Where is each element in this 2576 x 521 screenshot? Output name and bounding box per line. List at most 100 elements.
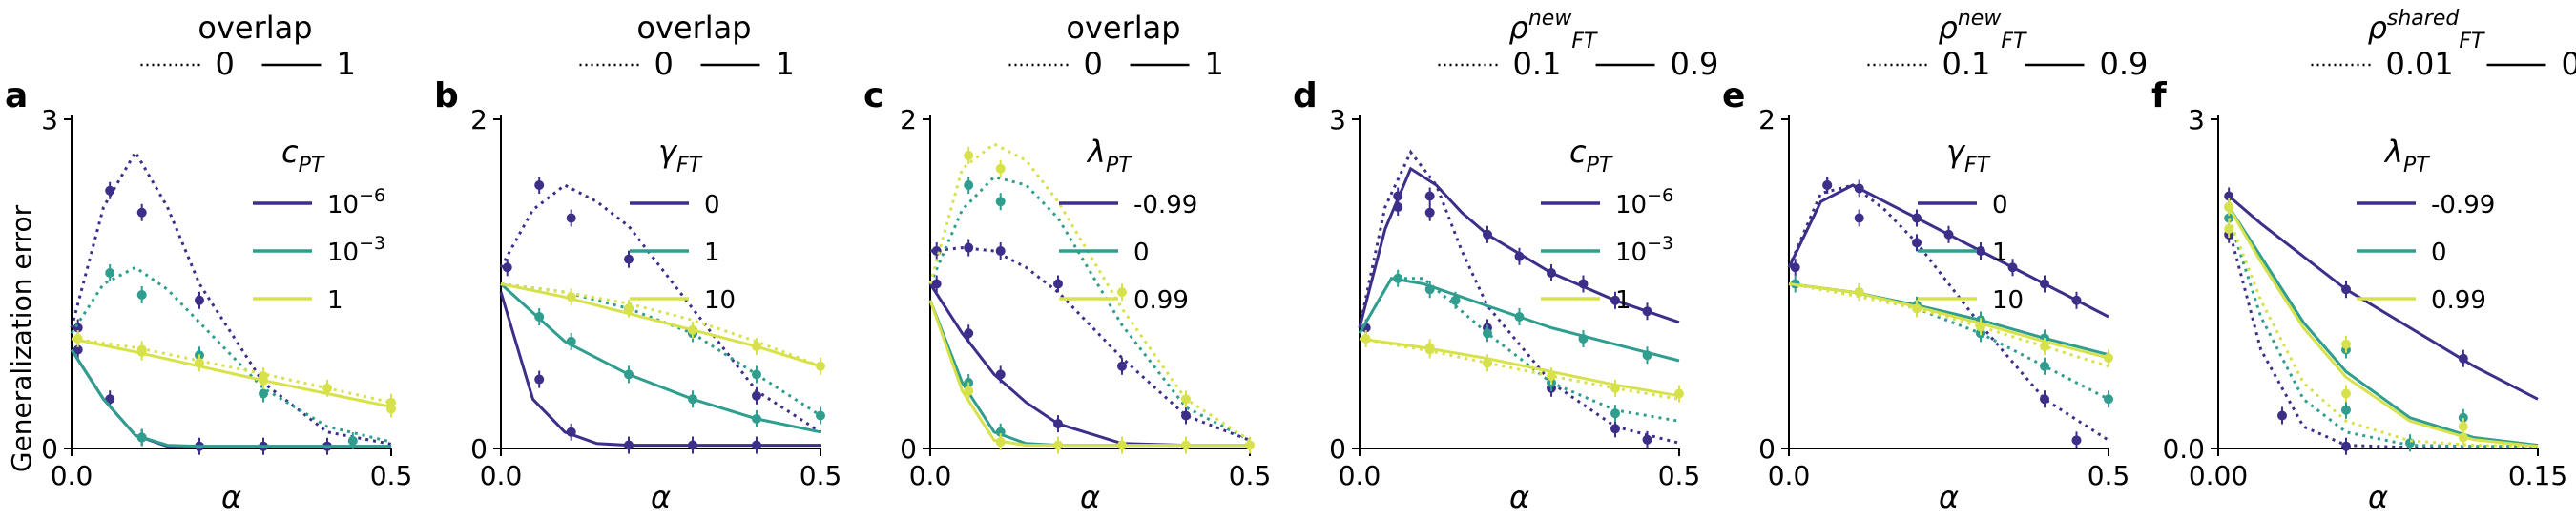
data-point — [534, 312, 545, 322]
series-line — [499, 282, 821, 434]
data-point — [566, 336, 576, 346]
data-point — [2104, 394, 2113, 405]
top-legend-title: ρnewFT — [1509, 7, 1598, 53]
top-legend-solid-label: 1 — [776, 46, 795, 82]
data-point — [502, 262, 512, 273]
y-tick-label: 0 — [1758, 433, 1776, 465]
x-tick-label: 0.15 — [2508, 460, 2567, 491]
top-legend-dotted-label: 0.1 — [1942, 46, 1991, 82]
top-legend-dotted-label: 0.01 — [2386, 46, 2454, 82]
legend-label: -0.99 — [1133, 191, 1197, 219]
data-point — [386, 404, 396, 414]
data-point — [1117, 440, 1127, 450]
data-point — [995, 197, 1006, 207]
legend-label: 0 — [1133, 239, 1150, 267]
panel-letter: d — [1293, 76, 1318, 115]
data-point — [1483, 328, 1492, 339]
data-point — [1424, 343, 1435, 353]
data-point — [534, 180, 545, 190]
x-tick-label: 0.5 — [1229, 460, 1272, 491]
data-point — [2341, 388, 2351, 399]
data-point — [1181, 440, 1191, 450]
y-tick-label: 2 — [470, 104, 488, 135]
data-point — [105, 268, 115, 278]
data-point — [105, 185, 115, 196]
data-point — [964, 180, 974, 190]
data-point — [1790, 262, 1800, 273]
data-point — [136, 346, 147, 357]
x-axis-label: α — [1939, 479, 1959, 515]
data-point — [1822, 180, 1833, 190]
x-tick-label: 0.0 — [909, 460, 952, 491]
data-point — [1943, 229, 1954, 240]
data-point — [2458, 353, 2468, 364]
data-point — [1424, 191, 1435, 201]
legend-label: 10−3 — [327, 233, 385, 267]
data-point — [1450, 295, 1461, 305]
data-point — [1053, 419, 1063, 429]
data-point — [752, 390, 761, 401]
legend-label: 1 — [1615, 286, 1631, 315]
data-point — [1117, 361, 1127, 371]
data-point — [931, 246, 942, 256]
x-tick-label: 0.0 — [1768, 460, 1811, 491]
x-tick-label: 0.0 — [51, 460, 93, 491]
y-tick-label: 0.0 — [2162, 433, 2205, 465]
panel-letter: a — [5, 76, 28, 115]
data-point — [995, 437, 1006, 448]
data-point — [931, 279, 942, 289]
data-point — [136, 207, 147, 218]
data-point — [347, 435, 358, 446]
data-point — [1578, 279, 1589, 289]
legend-label: 10−6 — [327, 185, 385, 219]
x-tick-label: 0.5 — [800, 460, 842, 491]
y-tick-label: 2 — [1758, 104, 1776, 135]
legend-title: cPT — [281, 134, 325, 177]
data-point — [2405, 438, 2415, 448]
top-legend-dotted-label: 0.1 — [1513, 46, 1562, 82]
data-point — [1642, 350, 1652, 361]
legend-label: 0 — [1992, 191, 2008, 219]
data-point — [624, 369, 634, 380]
top-legend-solid-label: 1 — [337, 46, 356, 82]
data-point — [73, 344, 83, 355]
data-point — [1578, 334, 1589, 344]
data-point — [566, 213, 576, 223]
data-point — [105, 394, 115, 405]
data-point — [2341, 284, 2351, 295]
data-point — [1483, 229, 1492, 240]
series-line — [1359, 337, 1680, 398]
data-point — [2341, 339, 2351, 349]
data-point — [2277, 410, 2287, 421]
data-point — [136, 432, 147, 443]
series-line — [71, 337, 392, 408]
data-point — [964, 242, 974, 253]
series-line — [1359, 337, 1680, 401]
series-line — [1788, 282, 2109, 368]
series-line — [70, 348, 391, 448]
data-point — [964, 386, 974, 396]
data-point — [1514, 312, 1525, 322]
x-tick-label: 0.00 — [2189, 460, 2248, 491]
top-legend-solid-label: 0.1 — [2562, 46, 2576, 82]
series-line — [2227, 228, 2538, 449]
series-line — [928, 282, 1250, 448]
data-point — [2458, 422, 2468, 431]
data-point — [816, 410, 825, 421]
data-point — [1912, 213, 1922, 223]
data-point — [195, 295, 204, 305]
top-legend-solid-label: 0.9 — [2100, 46, 2149, 82]
data-point — [688, 440, 697, 450]
data-point — [2040, 394, 2049, 405]
data-point — [1854, 287, 1864, 298]
data-point — [2224, 224, 2234, 234]
top-legend-title: ρsharedFT — [2368, 7, 2485, 53]
data-point — [2071, 435, 2082, 446]
series-line — [70, 149, 392, 446]
legend-title: γFT — [658, 134, 703, 177]
x-axis-label: α — [1080, 479, 1100, 515]
legend-label: 0 — [2431, 239, 2447, 267]
data-point — [688, 324, 697, 335]
data-point — [995, 246, 1006, 256]
y-tick-label: 0 — [41, 433, 58, 465]
